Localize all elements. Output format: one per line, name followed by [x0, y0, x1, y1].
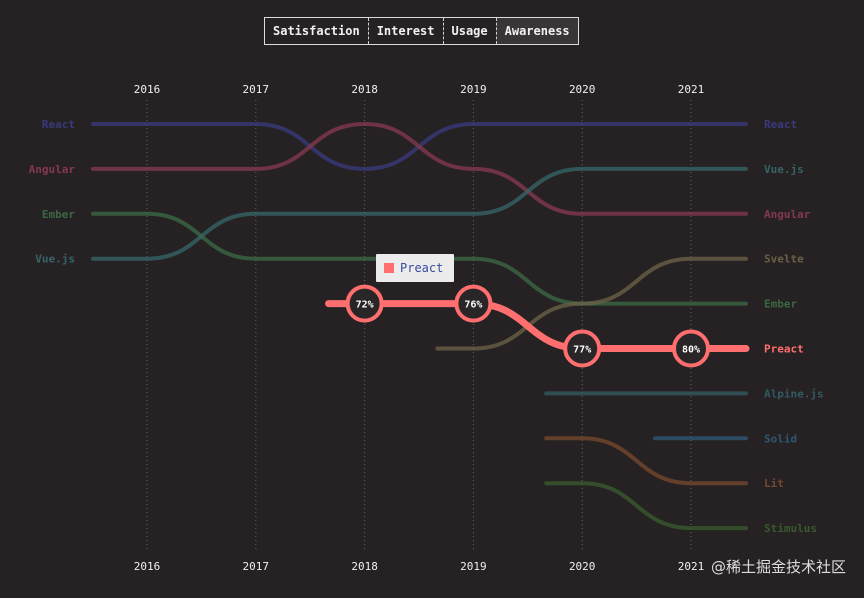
tooltip-box	[376, 254, 454, 282]
data-point-2018	[345, 284, 384, 323]
series-label-left-angular: Angular	[29, 163, 76, 176]
data-point-2020	[563, 329, 602, 368]
year-label-top-2021: 2021	[678, 83, 705, 96]
metric-tabs: Satisfaction Interest Usage Awareness	[264, 17, 579, 45]
series-label-right-lit: Lit	[764, 477, 784, 490]
series-label-right-react: React	[764, 118, 797, 131]
data-label-2018: 72%	[356, 300, 374, 311]
series-label-right-angular: Angular	[764, 208, 811, 221]
series-label-right-vue-js: Vue.js	[764, 163, 804, 176]
tab-usage[interactable]: Usage	[444, 18, 497, 44]
series-label-right-preact: Preact	[764, 343, 804, 356]
data-label-2020: 77%	[573, 345, 591, 356]
year-label-top-2020: 2020	[569, 83, 596, 96]
data-point-2021	[672, 329, 710, 368]
data-point-2019	[454, 284, 493, 323]
data-label-2021: 80%	[682, 345, 700, 356]
series-label-left-react: React	[42, 118, 75, 131]
tooltip-label: Preact	[400, 261, 443, 275]
series-label-right-svelte: Svelte	[764, 253, 804, 266]
year-label-top-2016: 2016	[134, 83, 161, 96]
series-line-angular	[91, 121, 748, 216]
year-label-bottom-2020: 2020	[569, 560, 596, 573]
year-label-bottom-2016: 2016	[134, 560, 161, 573]
series-label-right-solid: Solid	[764, 432, 797, 445]
series-label-right-alpine-js: Alpine.js	[764, 387, 824, 400]
tooltip-swatch	[384, 263, 394, 273]
year-label-bottom-2019: 2019	[460, 560, 487, 573]
year-label-bottom-2021: 2021	[678, 560, 705, 573]
series-line-svelte	[435, 256, 748, 351]
year-label-top-2017: 2017	[243, 83, 270, 96]
year-label-bottom-2017: 2017	[243, 560, 270, 573]
year-label-top-2018: 2018	[351, 83, 378, 96]
data-label-2019: 76%	[464, 300, 482, 311]
series-tooltip: Preact	[376, 254, 454, 282]
year-label-bottom-2018: 2018	[351, 560, 378, 573]
series-line-lit	[544, 436, 748, 486]
series-label-left-ember: Ember	[42, 208, 75, 221]
series-line-stimulus	[544, 481, 748, 531]
series-label-right-stimulus: Stimulus	[764, 522, 817, 535]
tab-awareness[interactable]: Awareness	[496, 18, 578, 44]
tab-interest[interactable]: Interest	[369, 18, 444, 44]
series-line-react	[91, 122, 748, 171]
tab-satisfaction[interactable]: Satisfaction	[265, 18, 369, 44]
year-label-top-2019: 2019	[460, 83, 487, 96]
series-label-left-vue-js: Vue.js	[35, 253, 75, 266]
series-label-right-ember: Ember	[764, 298, 797, 311]
watermark: @稀土掘金技术社区	[710, 558, 846, 576]
series-line-vue-js	[91, 166, 748, 261]
